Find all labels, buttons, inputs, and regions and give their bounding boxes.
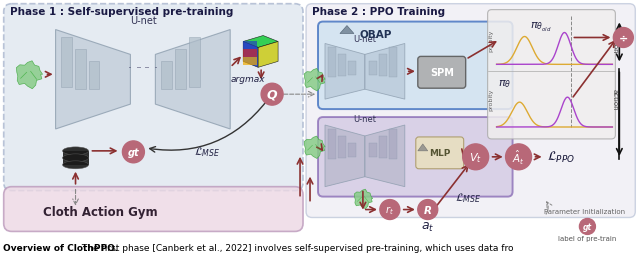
Text: $\pi_{\theta}$: $\pi_{\theta}$ <box>498 78 511 90</box>
Bar <box>243 50 257 58</box>
Circle shape <box>463 144 488 170</box>
Text: U-net: U-net <box>353 35 376 44</box>
Bar <box>88 62 99 90</box>
Polygon shape <box>258 42 278 68</box>
Polygon shape <box>304 137 325 159</box>
Bar <box>379 55 387 77</box>
Text: gt: gt <box>127 147 140 157</box>
Text: R: R <box>424 205 432 215</box>
Bar <box>61 38 72 88</box>
FancyBboxPatch shape <box>318 23 513 110</box>
Text: $\mathcal{L}_{MSE}$: $\mathcal{L}_{MSE}$ <box>194 144 220 158</box>
Bar <box>243 42 257 50</box>
Polygon shape <box>243 42 258 68</box>
Polygon shape <box>365 125 405 187</box>
Bar <box>389 130 397 159</box>
Polygon shape <box>243 36 278 48</box>
Text: U-net: U-net <box>130 15 157 25</box>
Text: $\hat{A}_t$: $\hat{A}_t$ <box>512 148 525 166</box>
FancyBboxPatch shape <box>4 5 303 191</box>
Text: Cloth Action Gym: Cloth Action Gym <box>43 205 158 218</box>
Text: SPM: SPM <box>430 68 454 78</box>
Text: · · ·: · · · <box>138 61 158 74</box>
Text: Q: Q <box>267 88 277 101</box>
Circle shape <box>613 28 634 48</box>
Text: argmax: argmax <box>231 75 266 84</box>
Text: probity: probity <box>488 89 493 111</box>
Ellipse shape <box>63 161 88 169</box>
Text: OBAP: OBAP <box>360 29 392 39</box>
Polygon shape <box>355 189 372 209</box>
Text: $\pi_{\theta_{old}}$: $\pi_{\theta_{old}}$ <box>529 21 551 34</box>
Bar <box>63 151 88 165</box>
Bar <box>328 130 336 159</box>
Polygon shape <box>418 144 428 151</box>
Text: probity: probity <box>488 29 493 52</box>
Bar <box>243 58 257 66</box>
Circle shape <box>380 200 400 220</box>
Polygon shape <box>17 61 43 89</box>
Text: The first phase [Canberk et al., 2022] involves self-supervised pre-training, wh: The first phase [Canberk et al., 2022] i… <box>79 243 513 252</box>
Polygon shape <box>325 125 365 187</box>
FancyBboxPatch shape <box>318 118 513 197</box>
Bar <box>379 136 387 158</box>
Text: MLP: MLP <box>429 149 451 158</box>
Polygon shape <box>56 30 131 130</box>
Text: U-net: U-net <box>353 115 376 123</box>
Text: $r_t$: $r_t$ <box>385 203 394 216</box>
Bar <box>161 62 172 90</box>
Text: $\mathcal{L}_{PPO}$: $\mathcal{L}_{PPO}$ <box>547 150 574 165</box>
FancyBboxPatch shape <box>488 11 615 139</box>
Polygon shape <box>325 44 365 100</box>
Bar <box>348 62 356 76</box>
Text: action: action <box>611 31 618 53</box>
Circle shape <box>122 141 145 163</box>
Circle shape <box>579 219 595 234</box>
Bar <box>369 143 377 157</box>
Bar <box>328 48 336 78</box>
Text: · · ·: · · · <box>129 61 148 74</box>
Circle shape <box>261 84 283 106</box>
Polygon shape <box>156 30 230 130</box>
Ellipse shape <box>63 147 88 155</box>
FancyBboxPatch shape <box>418 57 466 89</box>
Bar <box>189 38 200 88</box>
Text: action: action <box>611 89 618 110</box>
Text: $\mathcal{L}_{MSE}$: $\mathcal{L}_{MSE}$ <box>454 190 481 204</box>
Bar <box>389 48 397 78</box>
Text: $a_t$: $a_t$ <box>421 220 435 233</box>
FancyBboxPatch shape <box>306 5 636 218</box>
Text: $V_t$: $V_t$ <box>469 150 482 164</box>
Text: ÷: ÷ <box>619 33 628 43</box>
Text: Overview of ClothPPO.: Overview of ClothPPO. <box>3 243 118 252</box>
Text: gt: gt <box>583 222 592 231</box>
Bar <box>175 50 186 90</box>
FancyBboxPatch shape <box>4 187 303 231</box>
Polygon shape <box>340 26 354 34</box>
Bar <box>338 55 346 77</box>
Text: Phase 2 : PPO Training: Phase 2 : PPO Training <box>312 7 445 17</box>
Ellipse shape <box>63 154 88 162</box>
Bar <box>348 143 356 157</box>
Text: Phase 1 : Self-supervised pre-training: Phase 1 : Self-supervised pre-training <box>10 7 233 17</box>
Polygon shape <box>365 44 405 100</box>
Text: label of pre-train: label of pre-train <box>558 235 616 242</box>
Bar <box>74 50 86 90</box>
Circle shape <box>418 200 438 220</box>
Circle shape <box>506 144 532 170</box>
FancyBboxPatch shape <box>416 137 464 169</box>
Bar <box>338 136 346 158</box>
Polygon shape <box>304 69 325 91</box>
Bar <box>369 62 377 76</box>
Text: Parameter Initialization: Parameter Initialization <box>544 208 625 214</box>
